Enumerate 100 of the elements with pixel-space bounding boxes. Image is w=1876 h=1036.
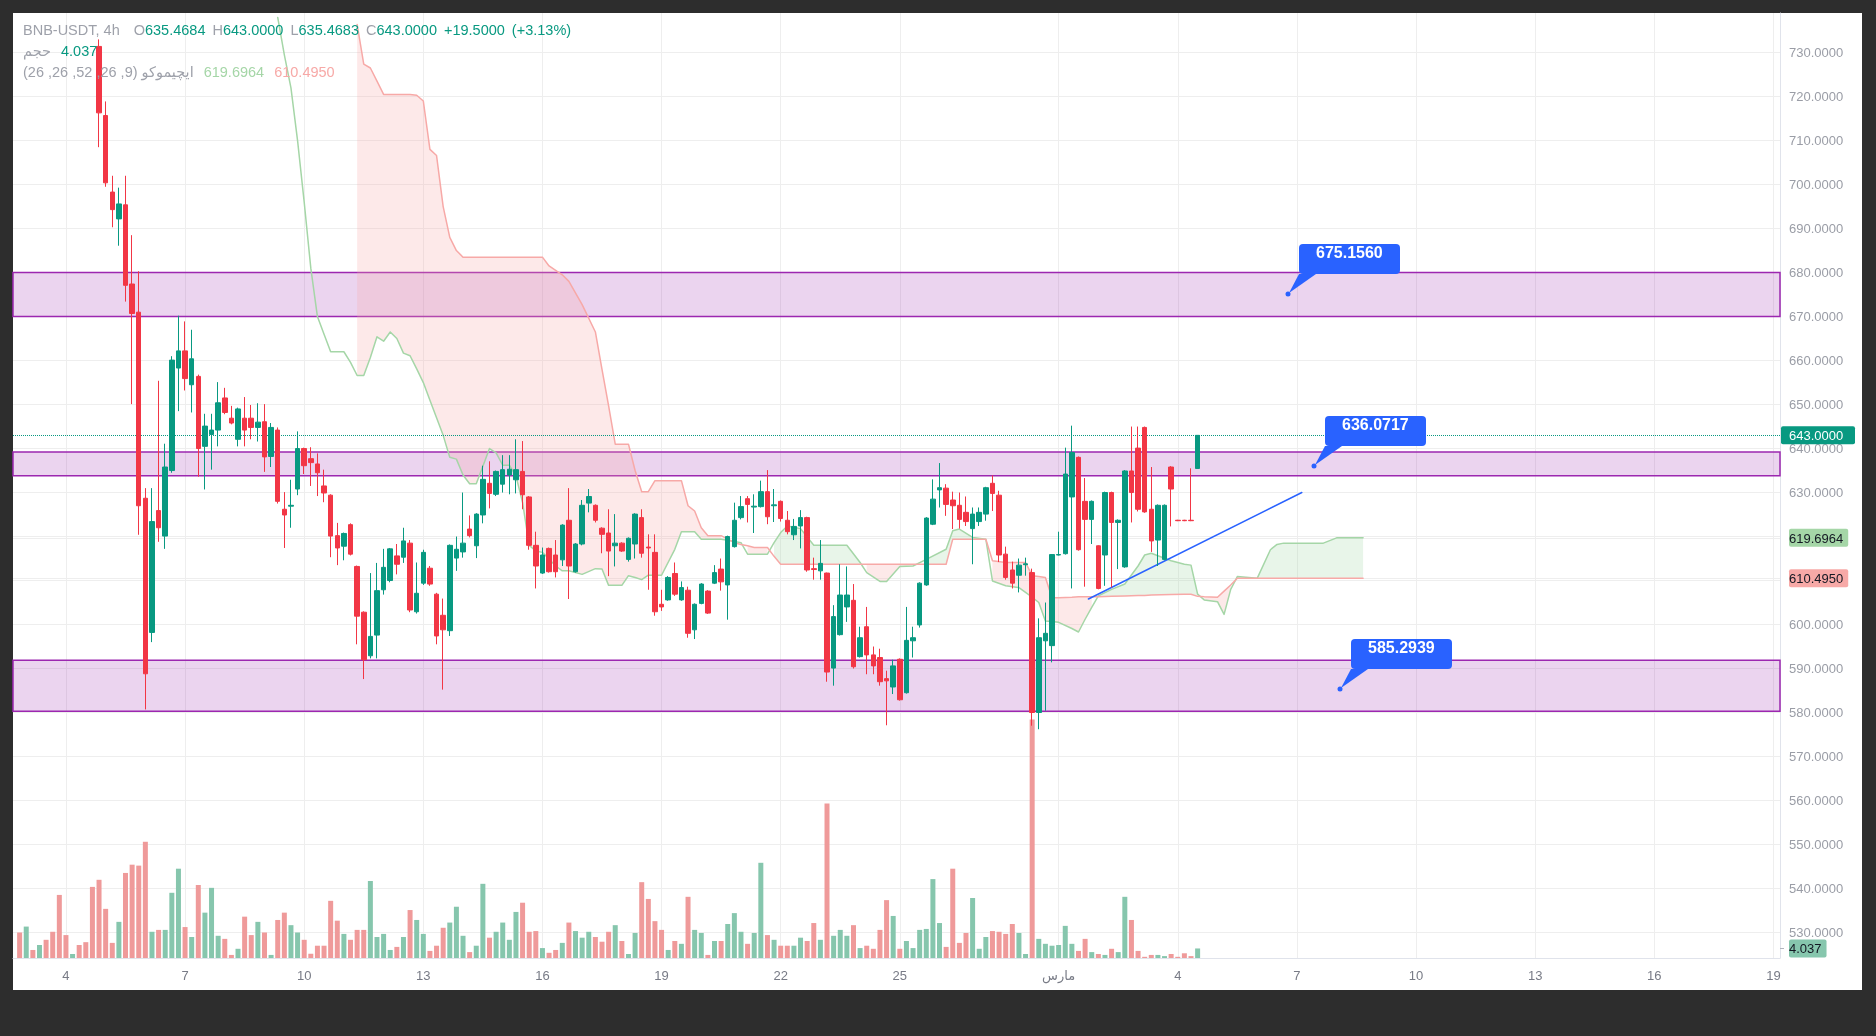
candlestick <box>665 575 671 602</box>
candlestick <box>368 572 373 659</box>
candlestick <box>851 583 856 670</box>
candlestick <box>341 532 347 561</box>
candlestick <box>818 539 823 581</box>
candlestick <box>1109 491 1114 589</box>
x-tick-label: 13 <box>1527 968 1543 983</box>
y-tick-label: 670.0000 <box>1789 309 1844 325</box>
y-tick-label: 710.0000 <box>1789 133 1844 149</box>
candlestick <box>560 523 565 567</box>
candlestick <box>421 549 426 586</box>
candlestick <box>1168 465 1174 527</box>
candlestick <box>427 565 433 587</box>
candlestick <box>321 469 327 503</box>
candlestick <box>725 535 730 621</box>
y-tick-label: 630.0000 <box>1789 485 1844 501</box>
text: 619.6964 <box>203 64 265 80</box>
candlestick <box>1096 544 1101 590</box>
candlestick <box>699 582 704 605</box>
x-tick-label: 16 <box>535 968 550 983</box>
candlestick <box>593 503 598 523</box>
candlestick <box>103 100 108 188</box>
candlestick <box>890 659 896 695</box>
y-tick-label: 680.0000 <box>1789 265 1844 281</box>
y-tick-label: 570.0000 <box>1789 749 1844 765</box>
x-tick-label: 10 <box>296 968 312 983</box>
y-tick-label: 600.0000 <box>1789 617 1844 633</box>
candlestick <box>520 440 525 510</box>
candlestick <box>540 547 545 575</box>
annotation: 585.2939 <box>1351 639 1452 670</box>
y-tick-label: 730.0000 <box>1789 45 1844 61</box>
text: BNB-USDT, 4h <box>23 22 120 38</box>
ref-line-label: 643.0000 <box>1789 428 1844 444</box>
candlestick <box>778 499 783 523</box>
y-tick-label: 720.0000 <box>1789 89 1844 105</box>
y-tick-label: 590.0000 <box>1789 661 1844 677</box>
annotation: حجم <box>23 42 51 62</box>
candlestick <box>315 452 320 497</box>
annotation: 675.1560 <box>1299 243 1400 274</box>
candlestick <box>116 187 122 247</box>
candlestick <box>765 469 770 525</box>
y-tick-label: 619.6964 <box>1789 530 1844 546</box>
candlestick <box>467 514 472 538</box>
y-tick-label: 640.0000 <box>1789 441 1844 457</box>
candlestick <box>612 513 618 567</box>
candlestick <box>646 533 651 591</box>
candlestick <box>1089 499 1094 545</box>
candlestick <box>407 539 413 613</box>
candlestick <box>937 462 942 508</box>
x-tick-label: 4 <box>62 968 70 983</box>
text: O635.4684 H643.0000 L635.4683 C643.0000 +19.5000 (+3.13%) <box>133 22 572 38</box>
candlestick <box>110 175 115 228</box>
y-tick-label: 610.4950 <box>1789 571 1844 587</box>
candlestick <box>288 479 294 529</box>
y-tick-label: 660.0000 <box>1789 353 1844 369</box>
x-tick-label: 19 <box>1766 968 1781 983</box>
candlestick <box>394 543 400 575</box>
y2-tick-label: 4.037 <box>1789 941 1822 957</box>
candlestick <box>771 488 777 523</box>
candlestick <box>229 405 234 425</box>
candlestick <box>639 508 644 559</box>
candlestick <box>712 564 717 585</box>
candlestick <box>745 495 750 523</box>
x-tick-label: 25 <box>892 968 908 983</box>
candlestick <box>414 561 419 615</box>
candlestick <box>401 527 406 564</box>
candlestick <box>705 589 711 615</box>
candlestick <box>335 522 340 566</box>
candlestick <box>282 491 287 549</box>
candlestick <box>619 541 625 553</box>
candlestick <box>196 374 201 478</box>
candlestick <box>182 320 188 391</box>
x-tick-label: 22 <box>773 968 788 983</box>
y-tick-label: 690.0000 <box>1789 221 1844 237</box>
candlestick <box>857 626 863 659</box>
y-tick-label: 650.0000 <box>1789 397 1844 413</box>
x-tick-label: 10 <box>1408 968 1424 983</box>
candlestick <box>718 558 724 592</box>
x-tick-label: 13 <box>416 968 431 983</box>
candlestick <box>156 380 161 543</box>
candlestick <box>487 460 492 509</box>
candlestick <box>738 495 744 520</box>
y-tick-label: 540.0000 <box>1789 880 1844 896</box>
candlestick <box>189 329 194 413</box>
candlestick <box>897 657 903 702</box>
candlestick <box>143 487 148 710</box>
candlestick <box>1149 466 1154 553</box>
candlestick <box>692 602 697 640</box>
x-tick-label: 19 <box>654 968 669 983</box>
candlestick <box>275 426 280 505</box>
candlestick <box>348 522 353 556</box>
candlestick <box>586 488 592 513</box>
annotation: 636.0717 <box>1325 415 1426 446</box>
candlestick <box>864 606 869 675</box>
candlestick <box>149 487 155 643</box>
candlestick <box>785 510 790 535</box>
candlestick <box>1010 561 1015 589</box>
candlestick <box>566 487 572 600</box>
candlestick <box>917 581 922 629</box>
candlestick <box>1102 491 1108 587</box>
